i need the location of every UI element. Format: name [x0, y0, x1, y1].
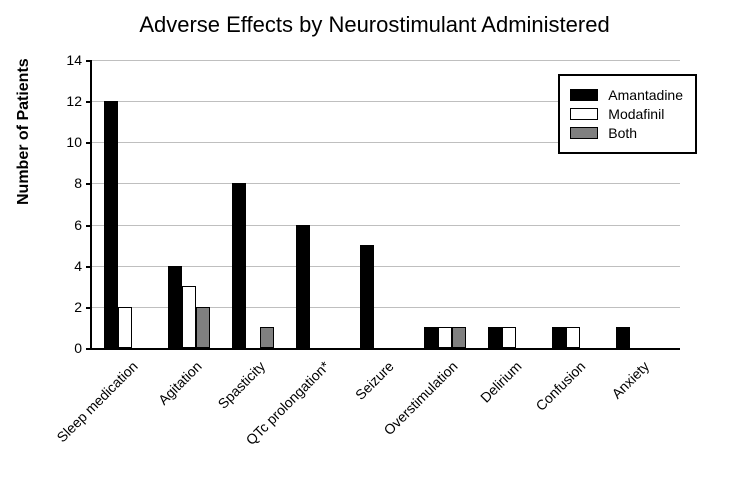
- bar: [260, 327, 274, 348]
- y-tick-mark: [86, 142, 92, 144]
- y-axis-label: Number of Patients: [15, 58, 33, 205]
- x-tick-label: Sleep medication: [53, 358, 140, 445]
- y-tick-mark: [86, 348, 92, 350]
- bar: [488, 327, 502, 348]
- y-tick-label: 14: [52, 52, 82, 68]
- bar: [118, 307, 132, 348]
- chart-container: Adverse Effects by Neurostimulant Admini…: [0, 0, 749, 500]
- legend-swatch: [570, 127, 598, 139]
- y-tick-mark: [86, 60, 92, 62]
- legend-item: Amantadine: [570, 87, 683, 103]
- legend-swatch: [570, 89, 598, 101]
- y-tick-mark: [86, 307, 92, 309]
- bar: [452, 327, 466, 348]
- x-tick-label: Delirium: [477, 358, 525, 406]
- bar: [552, 327, 566, 348]
- y-tick-label: 8: [52, 175, 82, 191]
- x-tick-label: Confusion: [532, 358, 588, 414]
- bar: [424, 327, 438, 348]
- legend-label: Modafinil: [608, 106, 664, 122]
- y-tick-label: 12: [52, 93, 82, 109]
- y-tick-label: 10: [52, 134, 82, 150]
- bar: [360, 245, 374, 348]
- grid-line: [92, 183, 680, 184]
- x-tick-label: Agitation: [154, 358, 204, 408]
- chart-title: Adverse Effects by Neurostimulant Admini…: [0, 12, 749, 38]
- legend-label: Amantadine: [608, 87, 683, 103]
- x-tick-label: Seizure: [351, 358, 396, 403]
- y-tick-label: 0: [52, 340, 82, 356]
- grid-line: [92, 60, 680, 61]
- y-tick-label: 4: [52, 258, 82, 274]
- bar: [196, 307, 210, 348]
- legend-item: Both: [570, 125, 683, 141]
- y-tick-label: 2: [52, 299, 82, 315]
- bar: [296, 225, 310, 348]
- y-tick-mark: [86, 183, 92, 185]
- legend-swatch: [570, 108, 598, 120]
- y-tick-label: 6: [52, 217, 82, 233]
- bar: [502, 327, 516, 348]
- legend-item: Modafinil: [570, 106, 683, 122]
- x-tick-label: Anxiety: [609, 358, 653, 402]
- bar: [232, 183, 246, 348]
- legend: Amantadine Modafinil Both: [558, 74, 697, 154]
- bar: [168, 266, 182, 348]
- y-tick-mark: [86, 101, 92, 103]
- bar: [438, 327, 452, 348]
- bar: [182, 286, 196, 348]
- bar: [616, 327, 630, 348]
- bar: [566, 327, 580, 348]
- x-tick-label: Spasticity: [215, 358, 269, 412]
- legend-label: Both: [608, 125, 637, 141]
- y-tick-mark: [86, 225, 92, 227]
- bar: [104, 101, 118, 348]
- grid-line: [92, 225, 680, 226]
- y-tick-mark: [86, 266, 92, 268]
